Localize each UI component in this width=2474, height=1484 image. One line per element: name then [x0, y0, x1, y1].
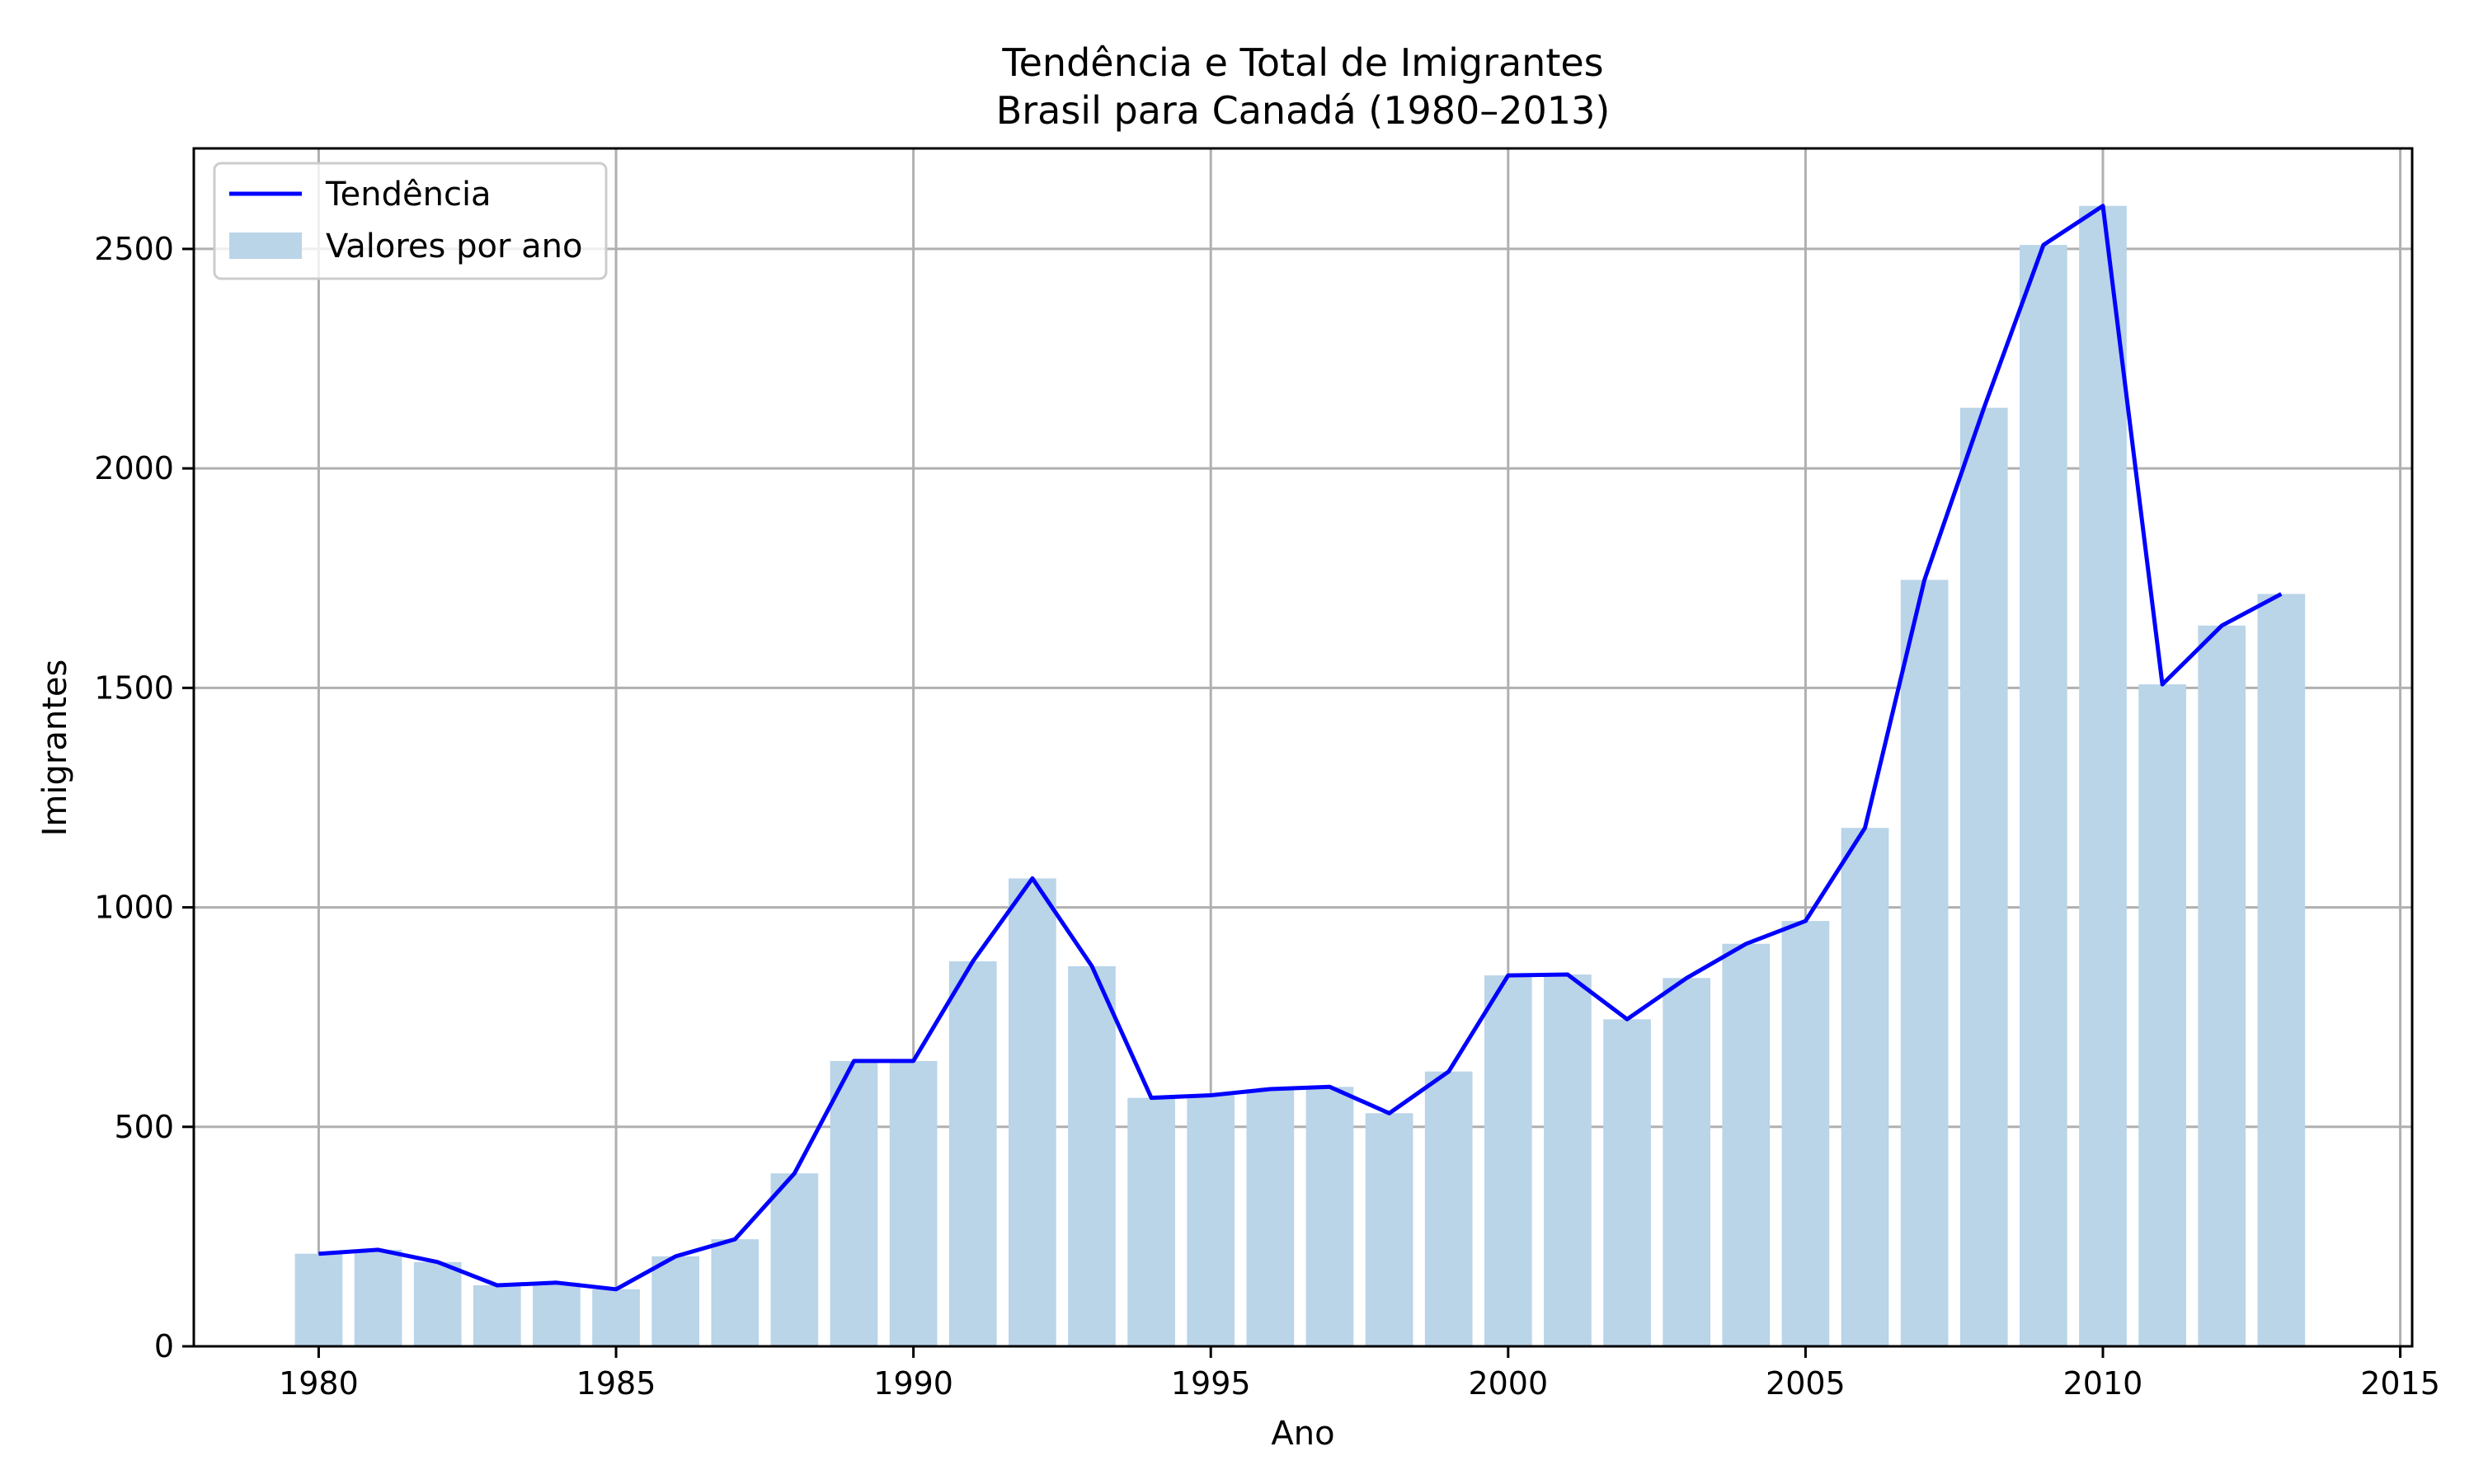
- bar: [1663, 978, 1711, 1346]
- bar: [473, 1284, 521, 1346]
- bar: [651, 1256, 700, 1346]
- legend-label-trend: Tendência: [325, 176, 492, 214]
- bar: [1365, 1113, 1413, 1346]
- bar: [413, 1261, 462, 1346]
- y-tick-label: 1500: [94, 669, 174, 706]
- x-tick-label: 1990: [873, 1365, 953, 1402]
- bar: [1009, 878, 1056, 1346]
- bar: [294, 1253, 343, 1346]
- x-tick-label: 2015: [2360, 1365, 2440, 1402]
- y-tick-label: 2000: [94, 450, 174, 486]
- legend-label-bars: Valores por ano: [326, 228, 582, 265]
- x-tick-label: 2000: [1468, 1365, 1548, 1402]
- chart-title: Tendência e Total de Imigrantes: [1001, 40, 1603, 85]
- y-tick-label: 500: [114, 1109, 174, 1145]
- legend-bar-swatch: [229, 232, 302, 259]
- bar: [711, 1239, 760, 1346]
- x-axis-label: Ano: [1271, 1415, 1334, 1453]
- trend-series: [318, 204, 2283, 1292]
- y-tick-label: 2500: [94, 231, 174, 267]
- plot-area-frame: [192, 147, 2414, 1348]
- bar: [1603, 1019, 1651, 1346]
- bar: [2138, 684, 2186, 1346]
- bar: [1781, 921, 1830, 1346]
- bar: [948, 961, 997, 1346]
- x-tick-label: 2005: [1766, 1365, 1846, 1402]
- bar: [2198, 625, 2246, 1346]
- bar: [1484, 975, 1532, 1346]
- bar: [770, 1173, 819, 1346]
- bar: [1246, 1088, 1295, 1346]
- bar: [1544, 974, 1592, 1346]
- bar: [354, 1249, 402, 1346]
- bar: [2257, 594, 2306, 1346]
- x-tick-label: 1980: [279, 1365, 359, 1402]
- bar: [1187, 1095, 1235, 1346]
- bar: [533, 1282, 581, 1346]
- legend-box: [213, 162, 608, 280]
- bar: [1424, 1071, 1473, 1346]
- bar: [830, 1060, 878, 1346]
- x-tick-label: 2010: [2063, 1365, 2143, 1402]
- bar: [1900, 580, 1949, 1346]
- bar: [1127, 1097, 1175, 1346]
- bar: [1305, 1087, 1354, 1346]
- x-tick-label: 1985: [576, 1365, 656, 1402]
- legend: Tendência Valores por ano: [213, 162, 608, 280]
- y-axis-ticks: 0 500 1000 1500 2000 2500: [94, 231, 194, 1364]
- y-tick-label: 1000: [94, 890, 174, 926]
- x-tick-label: 1995: [1171, 1365, 1251, 1402]
- trend-line: [318, 204, 2283, 1292]
- bar: [1841, 828, 1889, 1346]
- bar: [2020, 245, 2067, 1346]
- bar: [2079, 205, 2127, 1346]
- bar-series: [294, 205, 2306, 1347]
- y-tick-label: 0: [154, 1328, 174, 1364]
- bar: [1959, 407, 2008, 1347]
- bar: [592, 1289, 640, 1346]
- bar: [1068, 965, 1116, 1346]
- bar: [889, 1060, 938, 1346]
- bar: [1722, 943, 1771, 1346]
- x-axis-ticks: 1980 1985 1990 1995 2000 2005 2010 2015: [279, 1346, 2440, 1402]
- chart-subtitle: Brasil para Canadá (1980–2013): [996, 88, 1611, 133]
- y-axis-label: Imigrantes: [36, 660, 74, 837]
